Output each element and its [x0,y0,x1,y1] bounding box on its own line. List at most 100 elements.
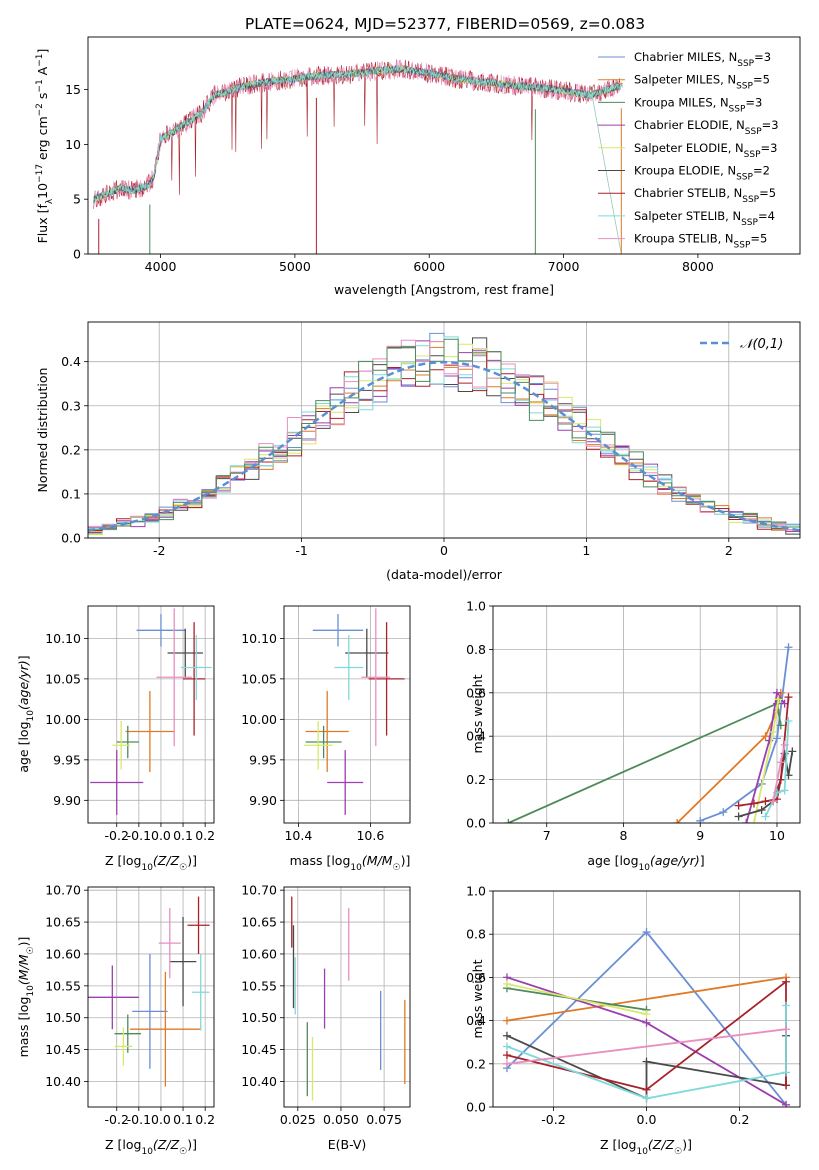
y-tick-label: 9.90 [53,793,81,808]
x-tick-label: 0.0 [151,828,171,843]
y-tick-label: 10.50 [241,1010,277,1025]
plus-marker [761,732,770,741]
y-tick-label: 1.0 [466,599,486,614]
y-tick-label: 10.65 [241,915,277,930]
plus-marker [757,805,766,814]
plus-marker [782,1100,791,1107]
x-tick-label: 0.2 [730,1112,750,1127]
y-tick-label: 10.05 [45,671,81,686]
panel-massweight-vs-age: 7 8 9 10 0.0 0.2 0.4 0.6 0.8 1.0 age [log10(age/yr… [466,599,801,873]
x-tick-label: -0.2 [541,1112,565,1127]
y-tick-label: 10.65 [45,915,81,930]
legend-label: Kroupa ELODIE, NSSP=2 [634,164,770,183]
plus-marker [502,979,511,988]
panel-mass-vs-EBV: 0.025 0.050 0.075 10.40 10.45 10.50 10.55 10.60… [241,883,411,1152]
legend-label: Salpeter MILES, NSSP=5 [634,73,770,92]
y-tick-label: 0.6 [466,970,486,985]
y-tick-label: 10.00 [45,712,81,727]
plus-marker [774,695,783,704]
x-axis-label: mass [log10(M/M☉)] [290,853,411,873]
y-tick-label: 9.95 [53,752,81,767]
y-tick-label: 10.10 [241,631,277,646]
plus-marker [782,1025,791,1034]
plus-marker [502,1016,511,1025]
y-tick-label: 10.60 [45,946,81,961]
x-tick-label: 4000 [145,259,177,274]
plus-marker [772,734,781,743]
y-tick-label: 10.00 [241,712,277,727]
y-tick-label: 10.70 [45,883,81,898]
y-axis-label: mass weight [470,959,485,1038]
plus-marker [761,812,770,821]
x-tick-label: 0.025 [280,1112,316,1127]
x-tick-label: 5000 [279,259,311,274]
x-tick-label: 9 [696,828,704,843]
panel-age-vs-mass: 10.4 10.6 9.90 9.95 10.00 10.05 10.10 mass [log… [241,605,411,873]
x-tick-label: -0.1 [127,1112,151,1127]
plus-marker [749,819,758,823]
y-tick-label: 10.45 [45,1042,81,1057]
legend-label: Kroupa STELIB, NSSP=5 [634,232,767,251]
x-tick-label: 2 [725,543,733,558]
plot-area [291,896,406,1101]
figure-title: PLATE=0624, MJD=52377, FIBERID=0569, z=0… [245,15,645,33]
x-tick-label: -0.1 [127,828,151,843]
x-tick-label: 0.050 [323,1112,359,1127]
axes-frame [283,605,411,824]
plus-marker [742,819,751,823]
y-tick-label: 9.95 [249,752,277,767]
plus-marker [719,808,728,817]
mass-weight-line [753,699,780,823]
axes-frame [87,886,215,1108]
y-tick-label: 0.3 [61,398,81,413]
y-tick-label: 10.45 [241,1042,277,1057]
y-tick-label: 0.0 [466,1100,486,1115]
plus-marker [782,1001,791,1010]
x-axis-label: E(B-V) [328,1137,367,1152]
mass-weight-line [764,720,790,817]
plus-marker [788,747,797,756]
x-tick-label: 0 [440,543,448,558]
legend-label: Kroupa MILES, NSSP=3 [634,95,762,114]
x-tick-label: -0.2 [105,1112,129,1127]
legend: Chabrier MILES, NSSP=3 Salpeter MILES, NS… [598,50,779,251]
panel-residuals: -2 -1 0 1 2 0.0 0.1 0.2 0.3 0.4 𝒩(0,1) (data-model)… [35,321,801,582]
legend-label: Chabrier MILES, NSSP=3 [634,50,771,69]
x-tick-label: 0.0 [151,1112,171,1127]
y-axis-label: age [log10(age/yr)] [16,655,36,772]
plus-marker [696,816,705,823]
plot-area [88,896,210,1087]
plus-marker [642,1018,651,1027]
gaussian-curve [88,360,800,532]
y-axis-label: Flux [fλ10−17 erg cm−2 s−1 A−1] [35,49,55,244]
panel-spectrum: 4000 5000 6000 7000 8000 0 5 10 15 Chabrier MILES… [35,36,801,297]
plus-marker [784,643,793,652]
y-tick-label: 0.2 [61,442,81,457]
plus-marker [642,928,651,937]
plus-marker [782,1068,791,1077]
plus-marker [642,1085,651,1094]
mass-weight-line [745,690,786,823]
x-tick-label: 10.4 [284,828,312,843]
plus-marker [769,727,778,736]
y-tick-label: 10.60 [241,946,277,961]
plus-marker [502,1042,511,1051]
plus-marker [749,799,758,808]
y-tick-label: 10.40 [45,1074,81,1089]
y-tick-label: 0.2 [466,772,486,787]
plot-area [502,928,791,1107]
x-tick-label: 0.1 [173,1112,193,1127]
panel-massweight-vs-Z: -0.2 0.0 0.2 0.0 0.2 0.4 0.6 0.8 1.0 Z [log10(Z/Z… [466,884,801,1157]
y-tick-label: 0.0 [61,531,81,546]
plus-marker [782,1081,791,1090]
panel-mass-vs-Z: -0.2-0.1 0.0 0.1 0.2 10.40 10.45 10.50 10.55 10.… [16,883,215,1157]
x-tick-label: -0.2 [105,828,129,843]
plus-marker [776,721,785,730]
plot-area [93,58,623,254]
x-tick-label: 1 [582,543,590,558]
x-axis-label: Z [log10(Z/Z☉)] [105,1137,197,1157]
y-tick-label: 0.4 [61,354,81,369]
x-axis-label: Z [log10(Z/Z☉)] [105,853,197,873]
axes-frame [283,886,411,1108]
y-tick-label: 5 [73,192,81,207]
